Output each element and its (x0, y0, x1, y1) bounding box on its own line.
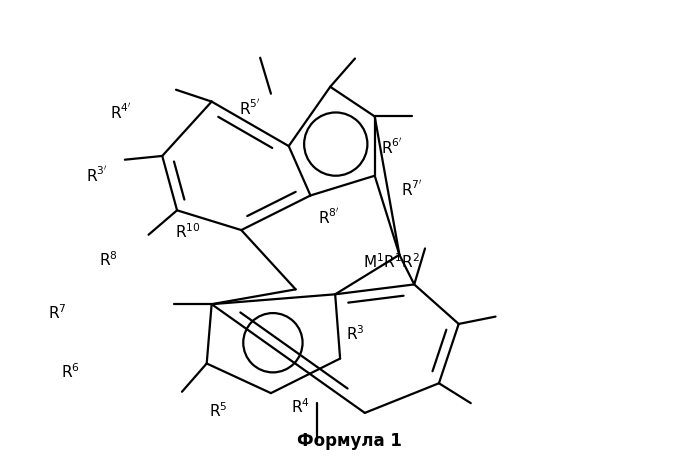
Text: R$^{5'}$: R$^{5'}$ (238, 98, 260, 118)
Text: R$^{10}$: R$^{10}$ (175, 222, 201, 241)
Text: R$^6$: R$^6$ (62, 362, 80, 380)
Text: R$^{4'}$: R$^{4'}$ (110, 103, 132, 122)
Text: R$^8$: R$^8$ (99, 250, 118, 269)
Text: R$^{3'}$: R$^{3'}$ (86, 166, 108, 185)
Text: R$^{8'}$: R$^{8'}$ (319, 208, 340, 227)
Text: R$^3$: R$^3$ (346, 325, 365, 343)
Text: R$^7$: R$^7$ (48, 303, 66, 322)
Text: M$^1$R$^1$R$^2$: M$^1$R$^1$R$^2$ (363, 253, 420, 271)
Text: R$^{7'}$: R$^{7'}$ (401, 180, 423, 199)
Text: R$^5$: R$^5$ (209, 402, 227, 420)
Text: Формула 1: Формула 1 (297, 432, 402, 450)
Text: R$^{6'}$: R$^{6'}$ (380, 138, 402, 157)
Text: R$^4$: R$^4$ (291, 397, 310, 415)
